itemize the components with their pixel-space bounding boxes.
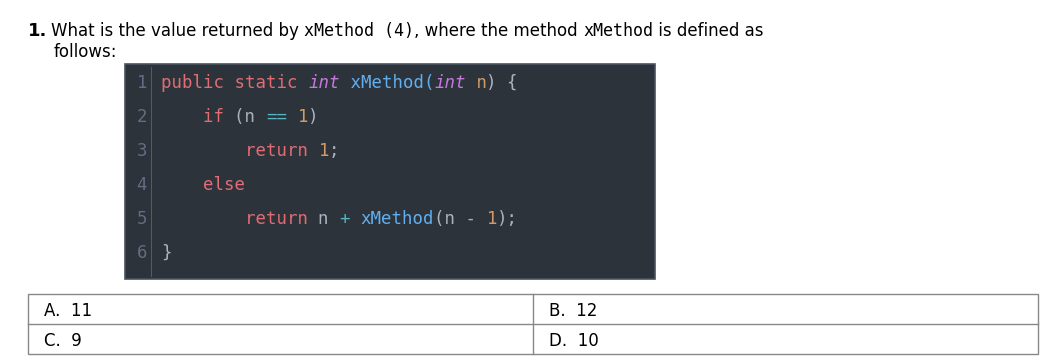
Text: , where the method: , where the method: [415, 22, 583, 40]
Text: xMethod: xMethod: [360, 210, 434, 228]
Text: A.  11: A. 11: [44, 302, 92, 320]
Text: (n: (n: [234, 108, 266, 126]
Text: 1.: 1.: [29, 22, 48, 40]
Text: 3: 3: [136, 142, 147, 160]
Text: return: return: [161, 210, 319, 228]
Text: );: );: [497, 210, 518, 228]
Text: n: n: [319, 210, 339, 228]
Text: D.  10: D. 10: [549, 332, 599, 350]
Text: int: int: [308, 74, 339, 92]
Text: ==: ==: [266, 108, 287, 126]
Text: 1: 1: [319, 142, 329, 160]
Text: B.  12: B. 12: [549, 302, 598, 320]
Text: follows:: follows:: [54, 43, 117, 61]
Text: 1: 1: [136, 74, 147, 92]
Text: (n -: (n -: [434, 210, 487, 228]
Text: public static: public static: [161, 74, 308, 92]
Text: What is the value returned by: What is the value returned by: [52, 22, 304, 40]
Text: ) {: ) {: [487, 74, 518, 92]
Text: }: }: [161, 244, 171, 262]
Text: 1: 1: [487, 210, 497, 228]
Text: int: int: [434, 74, 466, 92]
FancyBboxPatch shape: [29, 294, 1038, 354]
Text: if: if: [161, 108, 234, 126]
Text: n: n: [466, 74, 487, 92]
Text: 4: 4: [136, 176, 147, 194]
Text: 1: 1: [298, 108, 308, 126]
Text: else: else: [161, 176, 245, 194]
Text: return: return: [161, 142, 319, 160]
Text: xMethod: xMethod: [583, 22, 654, 40]
Text: ;: ;: [329, 142, 339, 160]
Text: xMethod(: xMethod(: [339, 74, 434, 92]
Text: +: +: [339, 210, 360, 228]
Text: is defined as: is defined as: [654, 22, 763, 40]
Text: 2: 2: [136, 108, 147, 126]
FancyBboxPatch shape: [125, 64, 655, 279]
Text: 5: 5: [136, 210, 147, 228]
Text: ): ): [308, 108, 319, 126]
Text: xMethod (4): xMethod (4): [304, 22, 415, 40]
Text: C.  9: C. 9: [44, 332, 81, 350]
Text: 6: 6: [136, 244, 147, 262]
